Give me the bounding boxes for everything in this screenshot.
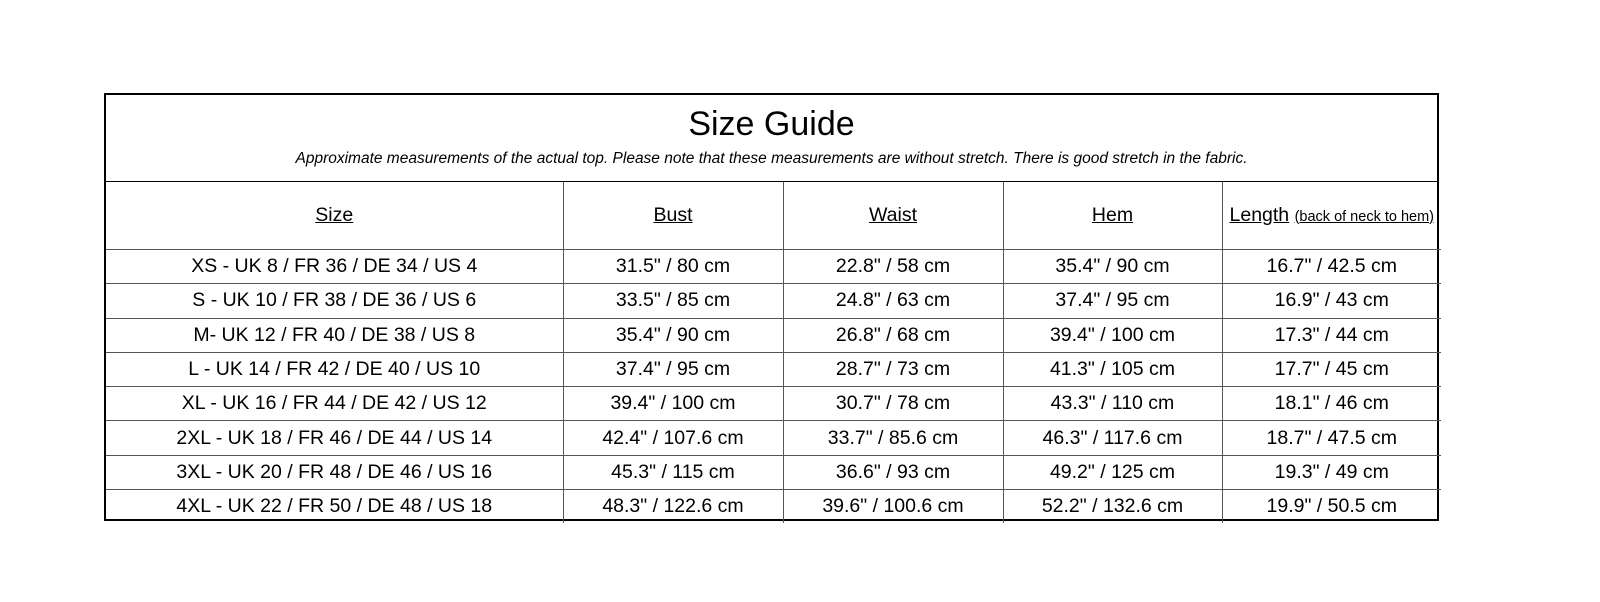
table-row: XL - UK 16 / FR 44 / DE 42 / US 12 39.4" … — [106, 386, 1441, 422]
cell-size: 3XL - UK 20 / FR 48 / DE 46 / US 16 — [106, 454, 564, 491]
cell-waist: 33.7" / 85.6 cm — [782, 420, 1004, 456]
column-header-length-note: (back of neck to hem) — [1294, 208, 1434, 225]
cell-size: S - UK 10 / FR 38 / DE 36 / US 6 — [106, 283, 564, 319]
cell-waist: 36.6" / 93 cm — [782, 454, 1004, 491]
table-row: L - UK 14 / FR 42 / DE 40 / US 10 37.4" /… — [106, 351, 1441, 388]
column-header-waist: Waist — [782, 182, 1004, 250]
cell-hem: 43.3" / 110 cm — [1002, 386, 1223, 422]
size-table: Size Bust Waist Hem Length (back of neck… — [106, 182, 1441, 524]
size-guide: Size Guide Approximate measurements of t… — [104, 93, 1441, 524]
cell-waist: 22.8" / 58 cm — [782, 248, 1004, 285]
cell-length: 18.7" / 47.5 cm — [1221, 420, 1441, 456]
table-row: 3XL - UK 20 / FR 48 / DE 46 / US 16 45.3"… — [106, 454, 1441, 491]
table-row: S - UK 10 / FR 38 / DE 36 / US 6 33.5" / … — [106, 283, 1441, 319]
cell-hem: 35.4" / 90 cm — [1002, 248, 1223, 285]
cell-hem: 52.2" / 132.6 cm — [1002, 489, 1223, 524]
table-row: XS - UK 8 / FR 36 / DE 34 / US 4 31.5" / … — [106, 248, 1441, 285]
cell-bust: 42.4" / 107.6 cm — [562, 420, 784, 456]
cell-length: 16.7" / 42.5 cm — [1221, 248, 1441, 285]
column-header-hem: Hem — [1002, 182, 1223, 250]
cell-waist: 26.8" / 68 cm — [782, 317, 1004, 353]
table-row: M- UK 12 / FR 40 / DE 38 / US 8 35.4" / 9… — [106, 317, 1441, 353]
column-header-bust-label: Bust — [653, 204, 693, 226]
cell-size: XL - UK 16 / FR 44 / DE 42 / US 12 — [106, 386, 564, 422]
cell-length: 18.1" / 46 cm — [1221, 386, 1441, 422]
cell-size: 2XL - UK 18 / FR 46 / DE 44 / US 14 — [106, 420, 564, 456]
table-row: 2XL - UK 18 / FR 46 / DE 44 / US 14 42.4"… — [106, 420, 1441, 456]
cell-hem: 37.4" / 95 cm — [1002, 283, 1223, 319]
cell-bust: 48.3" / 122.6 cm — [562, 489, 784, 524]
cell-waist: 28.7" / 73 cm — [782, 351, 1004, 388]
table-row: 4XL - UK 22 / FR 50 / DE 48 / US 18 48.3"… — [106, 489, 1441, 524]
cell-bust: 35.4" / 90 cm — [562, 317, 784, 353]
column-header-waist-label: Waist — [868, 204, 918, 226]
size-guide-header: Size Guide Approximate measurements of t… — [106, 95, 1437, 182]
subtitle: Approximate measurements of the actual t… — [295, 150, 1248, 167]
column-header-size: Size — [106, 182, 564, 250]
cell-length: 17.3" / 44 cm — [1221, 317, 1441, 353]
column-header-size-label: Size — [315, 204, 354, 226]
cell-bust: 31.5" / 80 cm — [562, 248, 784, 285]
cell-length: 19.3" / 49 cm — [1221, 454, 1441, 491]
cell-length: 17.7" / 45 cm — [1221, 351, 1441, 388]
cell-size: XS - UK 8 / FR 36 / DE 34 / US 4 — [106, 248, 564, 285]
cell-bust: 39.4" / 100 cm — [562, 386, 784, 422]
cell-hem: 39.4" / 100 cm — [1002, 317, 1223, 353]
cell-hem: 46.3" / 117.6 cm — [1002, 420, 1223, 456]
cell-hem: 41.3" / 105 cm — [1002, 351, 1223, 388]
column-header-bust: Bust — [562, 182, 784, 250]
cell-bust: 37.4" / 95 cm — [562, 351, 784, 388]
cell-length: 19.9" / 50.5 cm — [1221, 489, 1441, 524]
cell-size: M- UK 12 / FR 40 / DE 38 / US 8 — [106, 317, 564, 353]
cell-bust: 45.3" / 115 cm — [562, 454, 784, 491]
column-header-length-label: Length — [1229, 203, 1290, 226]
cell-hem: 49.2" / 125 cm — [1002, 454, 1223, 491]
column-header-length: Length (back of neck to hem) — [1221, 182, 1441, 250]
cell-waist: 24.8" / 63 cm — [782, 283, 1004, 319]
page-title: Size Guide — [688, 105, 855, 143]
table-header-row: Size Bust Waist Hem Length (back of neck… — [106, 182, 1441, 250]
cell-length: 16.9" / 43 cm — [1221, 283, 1441, 319]
column-header-hem-label: Hem — [1091, 204, 1134, 226]
cell-size: L - UK 14 / FR 42 / DE 40 / US 10 — [106, 351, 564, 388]
cell-bust: 33.5" / 85 cm — [562, 283, 784, 319]
cell-waist: 39.6" / 100.6 cm — [782, 489, 1004, 524]
cell-waist: 30.7" / 78 cm — [782, 386, 1004, 422]
cell-size: 4XL - UK 22 / FR 50 / DE 48 / US 18 — [106, 489, 564, 524]
